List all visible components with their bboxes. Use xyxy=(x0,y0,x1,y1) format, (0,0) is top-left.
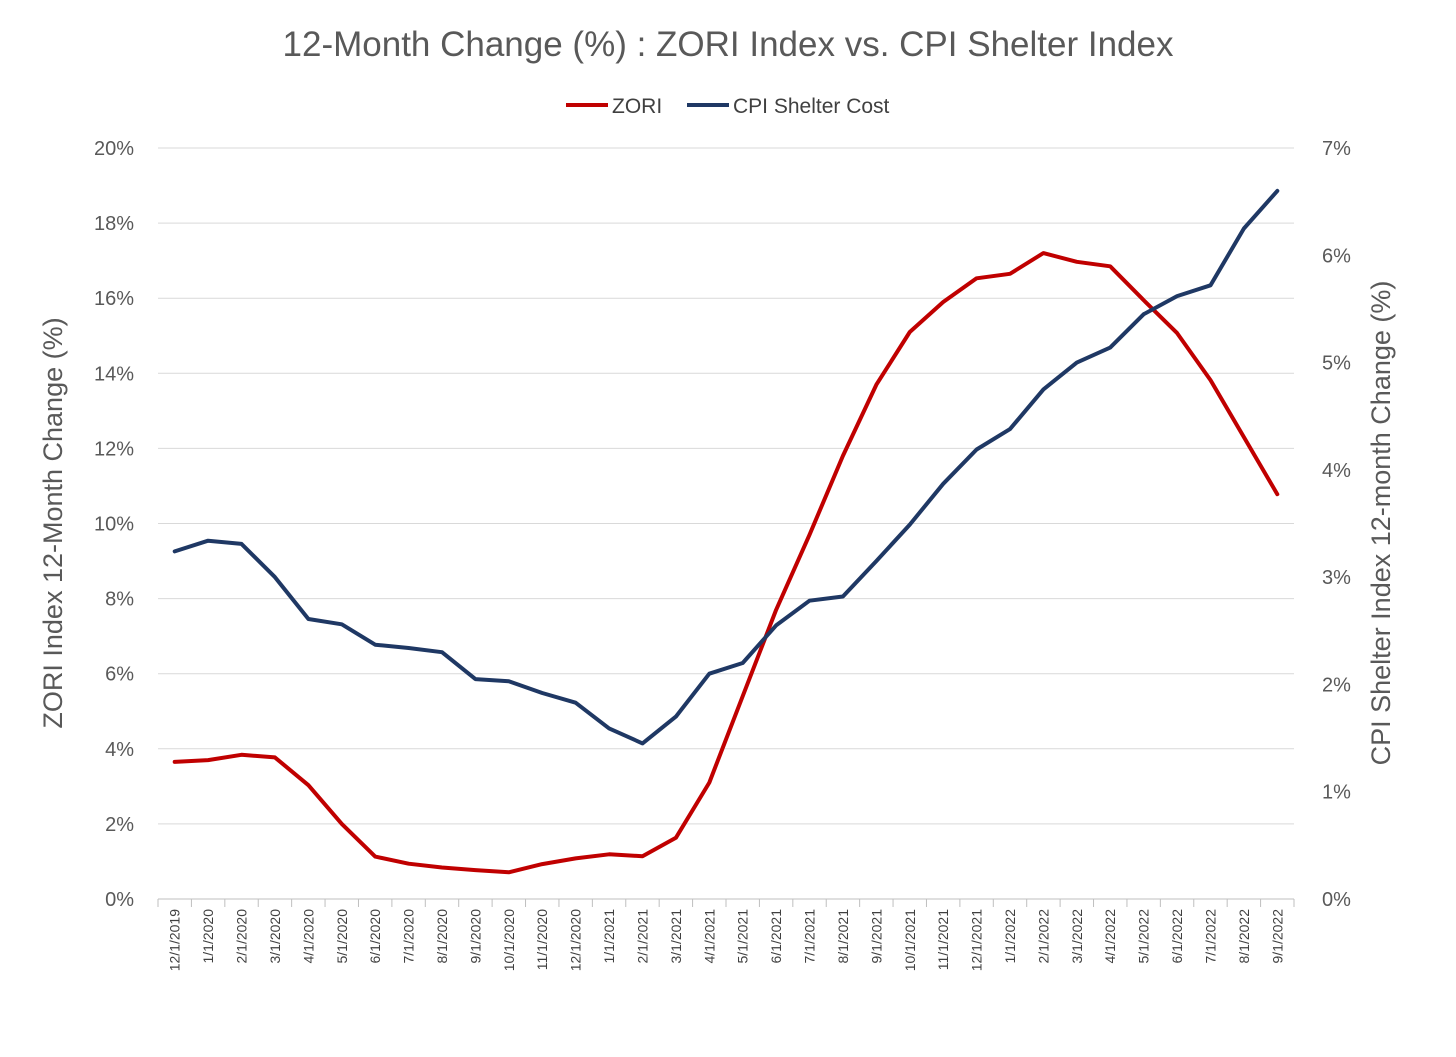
right-tick-label: 2% xyxy=(1322,674,1351,696)
left-tick-label: 2% xyxy=(105,814,134,836)
x-tick-label: 6/1/2022 xyxy=(1169,909,1185,964)
x-tick-label: 2/1/2021 xyxy=(634,909,650,964)
x-tick-label: 12/1/2019 xyxy=(167,909,183,971)
series-line-cpi-shelter-cost xyxy=(172,188,1280,746)
right-tick-label: 1% xyxy=(1322,782,1351,804)
x-tick-label: 10/1/2021 xyxy=(902,909,918,971)
x-tick-label: 3/1/2020 xyxy=(267,909,283,964)
x-tick-label: 2/1/2022 xyxy=(1035,909,1051,964)
x-tick-label: 1/1/2021 xyxy=(601,909,617,964)
left-tick-label: 6% xyxy=(105,664,134,686)
legend: ZORI CPI Shelter Cost xyxy=(566,95,890,118)
x-tick-label: 2/1/2020 xyxy=(234,909,250,964)
right-tick-label: 6% xyxy=(1322,245,1351,267)
x-tick-label: 5/1/2020 xyxy=(334,909,350,964)
right-tick-label: 7% xyxy=(1322,138,1351,160)
right-tick-label: 0% xyxy=(1322,889,1351,911)
left-axis-ticks: 0% 2% 4% 6% 8% 10% 12% 14% 16% 18% 20% xyxy=(94,138,134,911)
right-axis-label: CPI Shelter Index 12-month Change (%) xyxy=(1366,281,1396,766)
right-tick-label: 4% xyxy=(1322,460,1351,482)
right-tick-label: 3% xyxy=(1322,567,1351,589)
x-tick-label: 5/1/2021 xyxy=(735,909,751,964)
x-tick-label: 4/1/2022 xyxy=(1102,909,1118,964)
x-tick-label: 7/1/2022 xyxy=(1202,909,1218,964)
left-tick-label: 8% xyxy=(105,589,134,611)
x-tick-label: 10/1/2020 xyxy=(501,909,517,971)
legend-label-zori: ZORI xyxy=(612,95,662,118)
left-tick-label: 10% xyxy=(94,514,134,536)
chart-title: 12-Month Change (%) : ZORI Index vs. CPI… xyxy=(283,25,1174,64)
x-tick-label: 3/1/2022 xyxy=(1069,909,1085,964)
x-tick-label: 8/1/2020 xyxy=(434,909,450,964)
x-tick-label: 5/1/2022 xyxy=(1136,909,1152,964)
x-tick-label: 9/1/2021 xyxy=(868,909,884,964)
gridlines xyxy=(158,147,1294,900)
x-tick-label: 6/1/2021 xyxy=(768,909,784,964)
right-tick-label: 5% xyxy=(1322,353,1351,375)
series-lines xyxy=(172,188,1280,875)
left-tick-label: 12% xyxy=(94,438,134,460)
legend-label-cpi-shelter: CPI Shelter Cost xyxy=(733,95,890,118)
x-tick-label: 1/1/2022 xyxy=(1002,909,1018,964)
x-tick-label: 1/1/2020 xyxy=(200,909,216,964)
x-tick-label: 6/1/2020 xyxy=(367,909,383,964)
x-tick-label: 4/1/2021 xyxy=(701,909,717,964)
left-tick-label: 16% xyxy=(94,288,134,310)
series-line-zori xyxy=(172,251,1280,875)
left-axis-label: ZORI Index 12-Month Change (%) xyxy=(38,317,68,728)
x-tick-label: 12/1/2020 xyxy=(568,909,584,971)
left-tick-label: 18% xyxy=(94,213,134,235)
x-tick-label: 12/1/2021 xyxy=(969,909,985,971)
x-axis-ticks: 12/1/2019 1/1/2020 2/1/2020 3/1/2020 4/1/202… xyxy=(157,899,1295,971)
x-tick-label: 9/1/2022 xyxy=(1269,909,1285,964)
x-tick-label: 4/1/2020 xyxy=(300,909,316,964)
left-tick-label: 4% xyxy=(105,739,134,761)
x-tick-label: 11/1/2021 xyxy=(935,909,951,970)
x-tick-label: 9/1/2020 xyxy=(467,909,483,964)
left-tick-label: 14% xyxy=(94,363,134,385)
x-tick-label: 8/1/2022 xyxy=(1236,909,1252,964)
x-tick-label: 8/1/2021 xyxy=(835,909,851,964)
right-axis-ticks: 0% 1% 2% 3% 4% 5% 6% 7% xyxy=(1322,138,1351,911)
x-tick-label: 7/1/2021 xyxy=(802,909,818,964)
x-tick-label: 7/1/2020 xyxy=(401,909,417,964)
left-tick-label: 20% xyxy=(94,138,134,160)
x-tick-label: 3/1/2021 xyxy=(668,909,684,964)
left-tick-label: 0% xyxy=(105,889,134,911)
x-tick-label: 11/1/2020 xyxy=(534,909,550,970)
